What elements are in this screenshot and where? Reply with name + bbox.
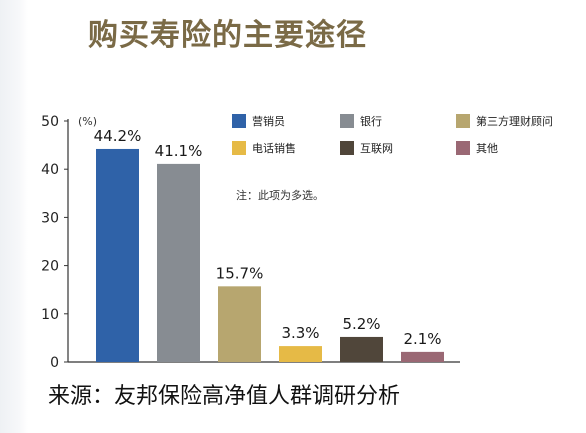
bar-4 [279, 346, 322, 362]
legend-swatch [232, 141, 246, 155]
legend-label: 第三方理财顾问 [476, 114, 553, 128]
bar-5 [340, 336, 383, 362]
legend-swatch [456, 114, 470, 128]
y-tick-label: 20 [41, 259, 59, 275]
legend-label: 其他 [476, 142, 498, 155]
y-tick-label: 40 [41, 162, 59, 178]
bar-2 [157, 163, 200, 362]
data-label: 5.2% [342, 315, 380, 333]
background-strip [0, 0, 28, 433]
legend-entry: 第三方理财顾问 [456, 114, 553, 128]
legend-entry: 其他 [456, 141, 498, 155]
y-tick-label: 30 [41, 210, 59, 226]
data-label: 41.1% [155, 142, 203, 160]
legend-label: 银行 [360, 114, 382, 128]
y-axis-unit: (%) [78, 115, 97, 128]
legend-label: 电话销售 [252, 141, 296, 155]
legend-label: 营销员 [252, 114, 285, 128]
legend-swatch [340, 114, 354, 128]
y-tick-label: 0 [50, 355, 59, 371]
legend-label: 互联网 [360, 142, 393, 155]
legend-swatch [456, 141, 470, 155]
bar-1 [96, 148, 139, 362]
data-label: 44.2% [94, 127, 142, 145]
legend-entry: 营销员 [232, 114, 285, 128]
source-caption: 来源：友邦保险高净值人群调研分析 [48, 384, 401, 409]
chart-note: 注：此项为多选。 [236, 188, 324, 202]
legend-entry: 银行 [340, 114, 382, 128]
data-label: 3.3% [281, 324, 319, 342]
y-tick-label: 10 [41, 307, 59, 323]
bar-3 [218, 286, 261, 362]
chart-title: 购买寿险的主要途径 [88, 18, 367, 53]
legend-entry: 互联网 [340, 141, 393, 155]
data-label: 2.1% [403, 330, 441, 348]
y-tick-label: 50 [41, 114, 59, 130]
data-label: 15.7% [216, 264, 264, 282]
legend-swatch [340, 141, 354, 155]
bar-6 [401, 351, 444, 362]
legend-entry: 电话销售 [232, 141, 296, 155]
legend-swatch [232, 114, 246, 128]
